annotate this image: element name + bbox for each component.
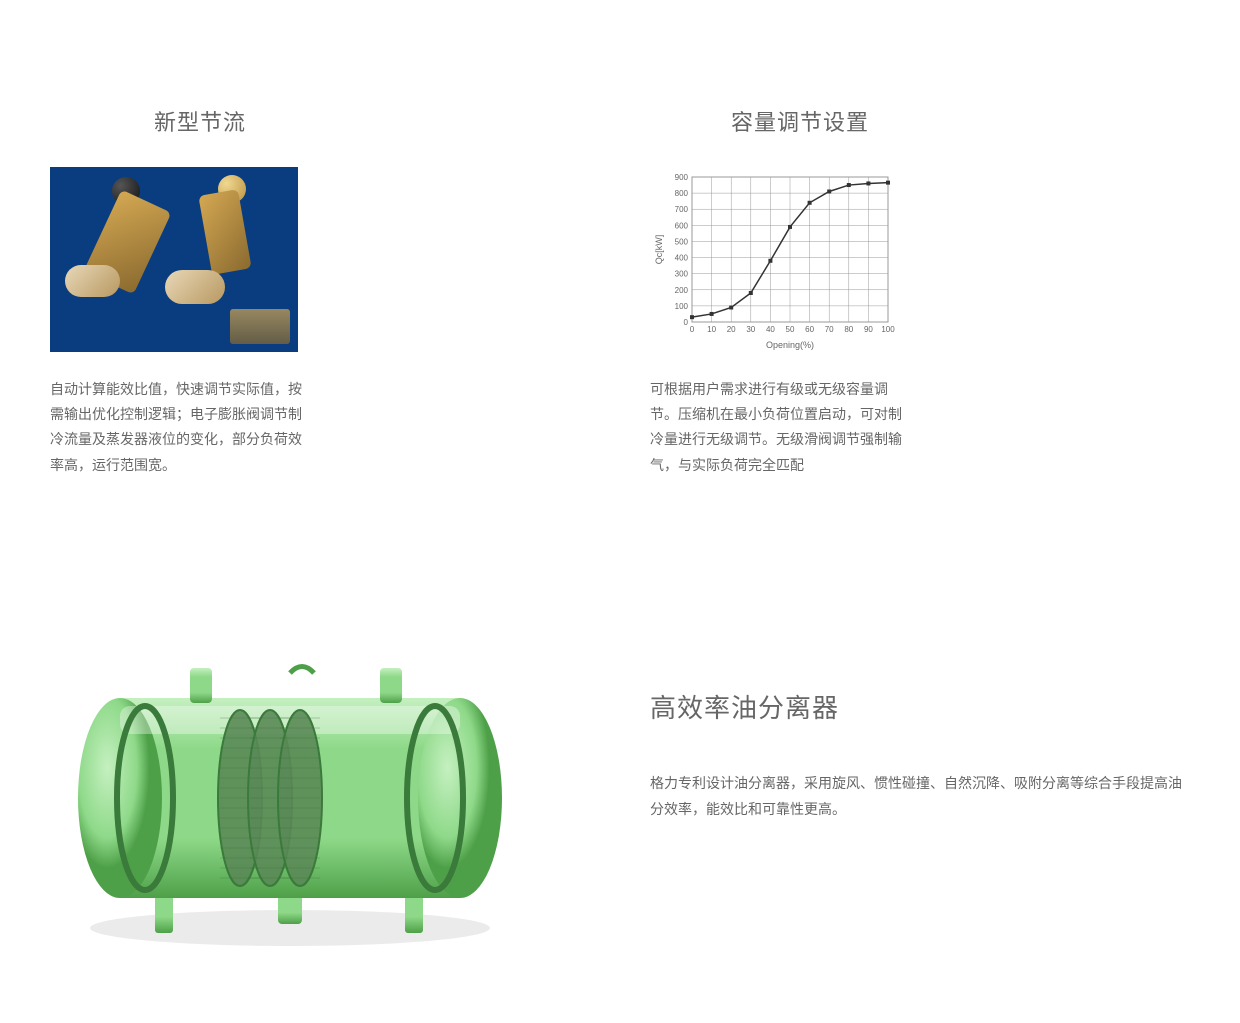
svg-text:100: 100 xyxy=(881,325,895,334)
capacity-chart: 0 10 20 30 40 50 60 70 80 90 100 0 100 200 300 400 500 60… xyxy=(650,167,898,352)
feature-throttle-desc: 自动计算能效比值，快速调节实际值，按需输出优化控制逻辑；电子膨胀阀调节制冷流量及… xyxy=(50,377,310,478)
svg-text:Opening(%): Opening(%) xyxy=(766,340,814,350)
svg-text:600: 600 xyxy=(675,221,689,230)
svg-text:50: 50 xyxy=(786,325,795,334)
svg-text:900: 900 xyxy=(675,173,689,182)
oil-separator-desc: 格力专利设计油分离器，采用旋风、惯性碰撞、自然沉降、吸附分离等综合手段提高油分效… xyxy=(650,770,1190,823)
svg-text:0: 0 xyxy=(684,318,689,327)
svg-text:70: 70 xyxy=(825,325,834,334)
feature-capacity-desc: 可根据用户需求进行有级或无级容量调节。压缩机在最小负荷位置启动，可对制冷量进行无… xyxy=(650,377,910,478)
svg-text:500: 500 xyxy=(675,237,689,246)
small-parts-icon xyxy=(230,309,290,344)
svg-text:40: 40 xyxy=(766,325,775,334)
svg-text:20: 20 xyxy=(727,325,736,334)
feature-throttle: 新型节流 自动计算能效比值，快速调节实际值，按需输出优化控制逻辑；电子膨胀阀调节… xyxy=(50,0,350,478)
svg-text:0: 0 xyxy=(690,325,695,334)
svg-text:200: 200 xyxy=(675,286,689,295)
svg-text:100: 100 xyxy=(675,302,689,311)
tank-svg xyxy=(50,618,530,958)
svg-text:700: 700 xyxy=(675,205,689,214)
svg-text:80: 80 xyxy=(844,325,853,334)
pipe-fitting-icon xyxy=(165,270,225,304)
pipe-fitting-icon xyxy=(65,265,120,297)
capacity-chart-svg: 0 10 20 30 40 50 60 70 80 90 100 0 100 200 300 400 500 60… xyxy=(650,167,898,352)
bottom-feature-row: 高效率油分离器 格力专利设计油分离器，采用旋风、惯性碰撞、自然沉降、吸附分离等综… xyxy=(0,478,1240,958)
oil-separator-image xyxy=(50,618,530,958)
valve-body-icon xyxy=(198,189,251,275)
svg-text:30: 30 xyxy=(746,325,755,334)
valve-image xyxy=(50,167,298,352)
feature-capacity-title: 容量调节设置 xyxy=(650,105,950,137)
feature-throttle-title: 新型节流 xyxy=(50,105,350,137)
svg-text:800: 800 xyxy=(675,189,689,198)
svg-text:90: 90 xyxy=(864,325,873,334)
svg-text:60: 60 xyxy=(805,325,814,334)
svg-text:400: 400 xyxy=(675,254,689,263)
oil-separator-title: 高效率油分离器 xyxy=(650,688,1190,725)
svg-text:10: 10 xyxy=(707,325,716,334)
feature-capacity: 容量调节设置 0 10 20 30 40 50 60 70 80 90 100 0 100 200 300 4… xyxy=(650,0,950,478)
top-features-row: 新型节流 自动计算能效比值，快速调节实际值，按需输出优化控制逻辑；电子膨胀阀调节… xyxy=(0,0,1240,478)
svg-text:Qc[kW]: Qc[kW] xyxy=(654,235,664,265)
svg-text:300: 300 xyxy=(675,270,689,279)
oil-separator-text: 高效率油分离器 格力专利设计油分离器，采用旋风、惯性碰撞、自然沉降、吸附分离等综… xyxy=(650,618,1190,823)
